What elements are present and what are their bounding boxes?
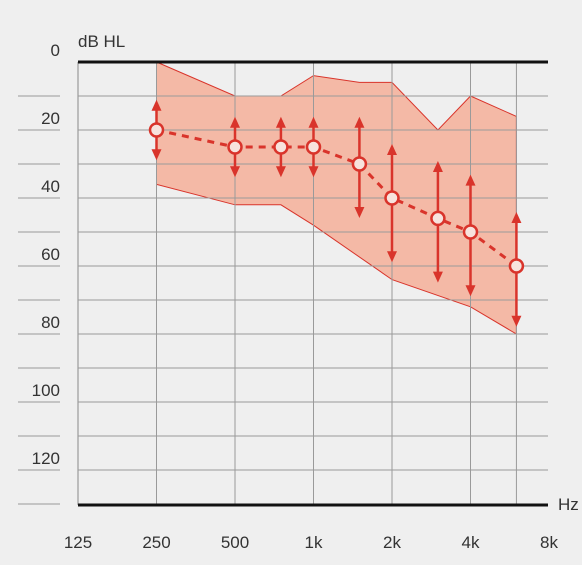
y-tick-label: 80	[41, 313, 60, 332]
y-tick-label: 100	[32, 381, 60, 400]
y-tick-label: 40	[41, 177, 60, 196]
range-arrowhead-up	[308, 116, 319, 128]
data-point-marker	[508, 258, 525, 274]
range-arrowhead-up	[275, 116, 286, 128]
range-arrowhead-up	[387, 144, 397, 155]
data-point-marker	[227, 139, 243, 155]
x-tick-label: 500	[221, 533, 249, 552]
y-tick-label: 20	[41, 109, 60, 128]
y-tick-label: 120	[32, 449, 60, 468]
x-axis-label: Hz	[558, 495, 579, 514]
x-tick-label: 2k	[383, 533, 401, 552]
range-arrowhead-down	[465, 285, 476, 297]
data-point-marker	[462, 224, 479, 240]
data-point-marker	[351, 156, 368, 172]
y-tick-label: 0	[51, 41, 60, 60]
range-arrowhead-up	[151, 99, 162, 111]
series-layer	[148, 99, 525, 327]
range-arrowhead-up	[465, 174, 476, 186]
range-arrowhead-up	[354, 116, 365, 128]
axis-layer	[78, 60, 548, 507]
data-point-marker	[148, 122, 165, 138]
range-arrowhead-down	[230, 166, 240, 178]
x-tick-label: 250	[142, 533, 170, 552]
range-arrowhead-down	[275, 166, 286, 178]
label-layer: dB HL 0 20 40 60 80 100 120 Hz 125 250 500 1k 2k 4k 8k	[32, 32, 579, 552]
x-tick-label: 4k	[462, 533, 480, 552]
range-arrowhead-up	[230, 116, 240, 128]
y-axis-label: dB HL	[78, 32, 125, 51]
series-line	[156, 128, 518, 268]
data-point-marker	[384, 190, 400, 206]
range-arrowhead-up	[511, 212, 522, 223]
range-arrowhead-down	[151, 149, 162, 161]
data-point-marker	[305, 139, 322, 155]
data-point-marker	[430, 210, 446, 227]
data-point-marker	[273, 139, 289, 155]
range-arrowhead-down	[432, 271, 443, 283]
range-arrowhead-down	[354, 207, 365, 218]
x-tick-label: 125	[64, 533, 92, 552]
x-tick-label: 8k	[540, 533, 558, 552]
range-arrowhead-down	[511, 315, 522, 327]
range-arrowhead-up	[432, 161, 443, 172]
x-tick-label: 1k	[305, 533, 323, 552]
y-tick-label: 60	[41, 245, 60, 264]
range-arrowhead-down	[387, 251, 397, 263]
range-arrowhead-down	[308, 166, 319, 178]
